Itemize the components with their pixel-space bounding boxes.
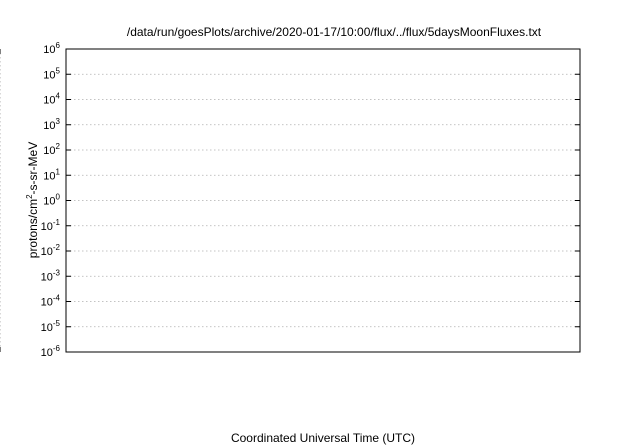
gridlines: [0, 49, 580, 352]
y-tick-exponent: 6: [56, 41, 61, 50]
x-tick-label: 2020-1-15: [0, 0, 50, 3]
y-tick-exponent: 4: [56, 92, 61, 101]
y-tick-exponent: -3: [53, 268, 61, 277]
y-tick-base: 10: [43, 69, 55, 81]
x-tick-label: 2020-1-14: [0, 0, 50, 3]
x-axis-label: Coordinated Universal Time (UTC): [231, 431, 415, 445]
y-tick-base: 10: [43, 170, 55, 182]
y-axis-label-sup: 2: [25, 194, 34, 199]
y-tick-base: 10: [41, 347, 53, 359]
y-tick-label: 102: [43, 142, 60, 157]
x-tick-label: 2020-1-12: [0, 0, 50, 3]
y-tick-label: 10-2: [41, 243, 61, 258]
y-tick-base: 10: [41, 221, 53, 233]
y-tick-base: 10: [41, 271, 53, 283]
y-tick-labels: 10-610-510-410-310-210-11001011021031041…: [41, 41, 580, 359]
chart-title: /data/run/goesPlots/archive/2020-01-17/1…: [127, 25, 542, 39]
x-tick-label: 2020-1-17: [0, 0, 50, 3]
y-axis-label-post: -s-sr-MeV: [26, 142, 40, 195]
y-tick-base: 10: [43, 95, 55, 107]
y-axis-label: protons/cm2-s-sr-MeV: [25, 142, 40, 258]
y-tick-base: 10: [43, 120, 55, 132]
x-tick-label: 2020-1-16: [0, 0, 50, 3]
y-tick-exponent: 1: [56, 167, 61, 176]
y-tick-label: 104: [43, 92, 60, 107]
y-tick-base: 10: [41, 246, 53, 258]
y-tick-base: 10: [41, 297, 53, 309]
y-tick-exponent: -6: [53, 344, 61, 353]
y-tick-base: 10: [43, 196, 55, 208]
y-axis-label-pre: protons/cm: [26, 199, 40, 258]
y-tick-exponent: 3: [56, 117, 61, 126]
y-tick-exponent: -4: [53, 294, 61, 303]
y-tick-exponent: -5: [53, 319, 61, 328]
y-tick-label: 10-3: [41, 268, 61, 283]
y-tick-label: 106: [43, 41, 60, 56]
y-tick-exponent: 0: [56, 193, 61, 202]
y-tick-exponent: 5: [56, 66, 61, 75]
y-tick-label: 100: [43, 193, 60, 208]
y-tick-label: 10-5: [41, 319, 61, 334]
y-tick-label: 10-4: [41, 294, 61, 309]
y-tick-base: 10: [41, 322, 53, 334]
y-tick-base: 10: [43, 145, 55, 157]
y-tick-label: 105: [43, 66, 60, 81]
y-tick-exponent: 2: [56, 142, 61, 151]
y-tick-base: 10: [43, 44, 55, 56]
y-tick-label: 103: [43, 117, 60, 132]
y-tick-label: 10-6: [41, 344, 61, 359]
x-tick-labels: 2020-1-122020-1-132020-1-142020-1-152020…: [0, 0, 50, 352]
x-tick-label: 2020-1-13: [0, 0, 50, 3]
y-tick-exponent: -1: [53, 218, 61, 227]
y-tick-exponent: -2: [53, 243, 61, 252]
y-tick-label: 101: [43, 167, 60, 182]
y-tick-label: 10-1: [41, 218, 61, 233]
